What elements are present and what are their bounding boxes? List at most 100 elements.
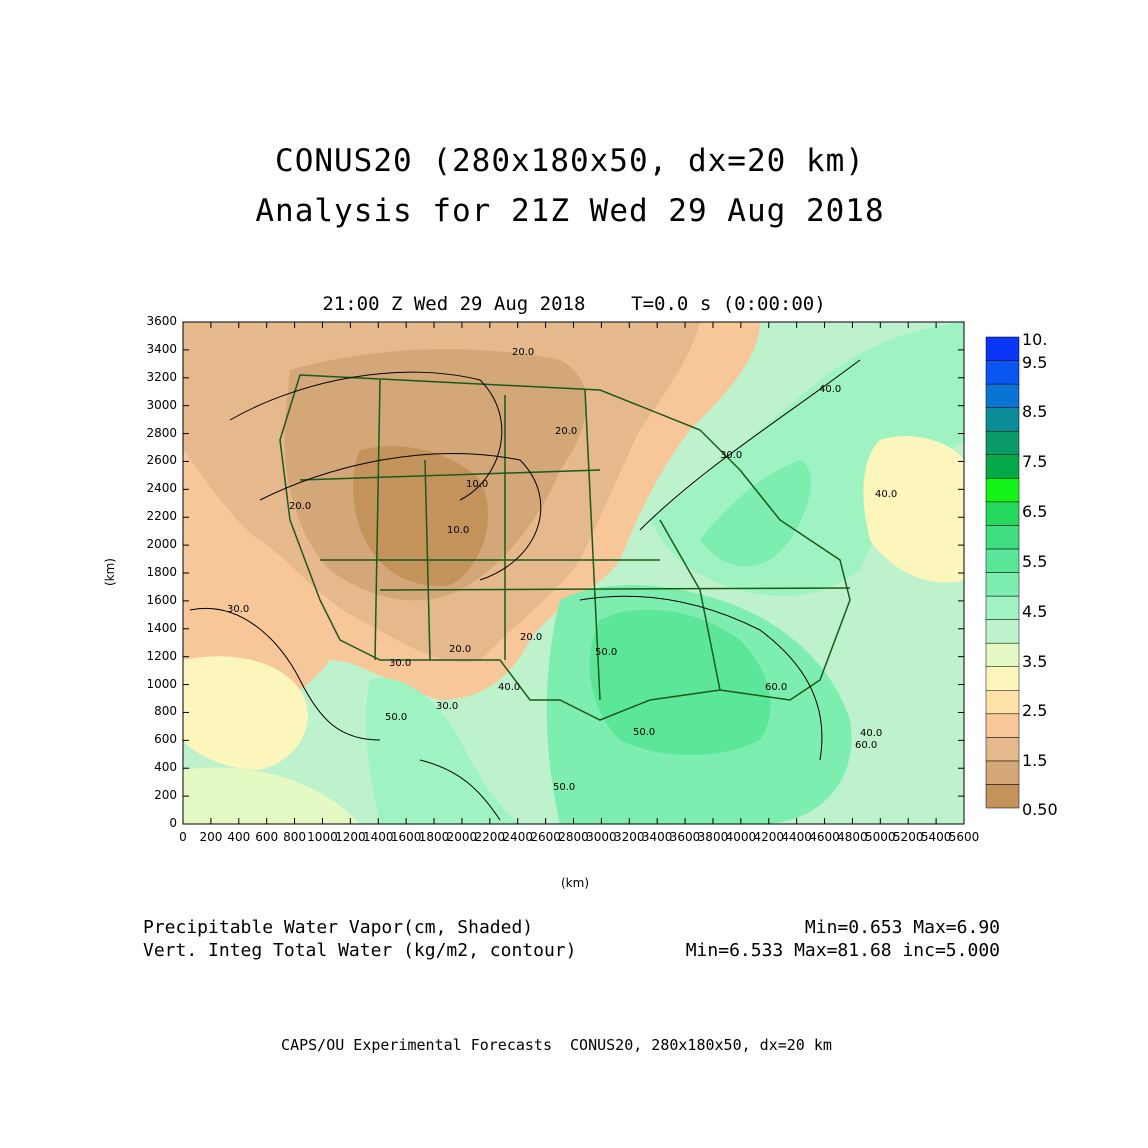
contour-2 [259,453,542,581]
footer-field-shaded: Precipitable Water Vapor(cm, Shaded) [143,917,534,938]
colorbar-label: 7.5 [1022,452,1048,471]
contour-label: 60.0 [855,740,877,751]
colorbar [985,336,1020,809]
credits-line: CAPS/OU Experimental Forecasts CONUS20, … [281,1036,832,1054]
x-tick-label: 3600 [669,830,701,844]
y-tick-label: 2200 [146,509,177,524]
contour-label: 30.0 [720,450,742,461]
contour-4 [639,359,861,531]
x-tick-label: 5600 [948,830,980,844]
x-tick-label: 0 [179,830,187,844]
state-line-8 [659,519,721,691]
field-gulf-core [589,609,771,755]
y-tick-label: 1000 [146,676,177,691]
x-tick-label: 2400 [502,830,533,844]
x-tick-label: 3000 [586,830,617,844]
colorbar-box [985,760,1020,785]
colorbar-label: 2.5 [1022,701,1048,720]
y-tick-label: 2600 [146,453,177,468]
x-tick-label: 4200 [753,830,785,844]
x-tick-label: 2200 [474,830,506,844]
state-line-7 [379,587,851,591]
chart-title-line1: CONUS20 (280x180x50, dx=20 km) [275,143,865,179]
colorbar-box [985,619,1020,644]
x-tick-label: 1400 [362,830,394,844]
contour-label: 10.0 [447,525,469,536]
colorbar-box [985,713,1020,738]
state-line-4 [584,389,601,701]
y-tick-label: 3400 [146,341,177,356]
x-tick-label: 4400 [781,830,812,844]
contour-label: 40.0 [819,384,841,395]
valid-time-subtitle: 21:00 Z Wed 29 Aug 2018 T=0.0 s (0:00:00… [322,293,826,315]
axis-ticks [182,321,965,825]
colorbar-label: 8.5 [1022,402,1048,421]
x-tick-label: 5400 [920,830,952,844]
colorbar-label: 9.5 [1022,353,1048,372]
colorbar-label: 3.5 [1022,652,1048,671]
contour-3 [189,608,381,741]
footer-field-contour: Vert. Integ Total Water (kg/m2, contour) [143,940,577,961]
y-tick-label: 3600 [146,314,177,328]
contour-label: 40.0 [498,682,520,693]
x-tick-label: 200 [199,830,223,844]
x-tick-label: 3200 [614,830,645,844]
y-tick-label: 400 [154,760,177,775]
x-tick-label: 600 [255,830,279,844]
colorbar-box [985,501,1020,526]
contour-label: 30.0 [227,604,249,615]
contour-label: 30.0 [436,701,458,712]
y-tick-label: 1800 [146,565,177,579]
shaded-field [183,322,964,824]
field-atlantic-yellow [863,436,964,583]
field-pacific-yellow [183,656,308,770]
y-tick-label: 2000 [146,537,177,552]
x-tick-label: 2800 [558,830,589,844]
x-tick-label: 4000 [725,830,757,844]
x-tick-label: 800 [283,830,307,844]
x-axis-unit: (km) [561,876,590,890]
colorbar-box [985,690,1020,715]
field-ne-core [700,460,811,567]
contour-label-layer: 20.0 20.0 10.0 20.0 10.0 30.0 30.0 20.0 30.0 40.0… [227,347,897,793]
y-tick-label: 1600 [146,592,177,607]
colorbar-box [985,383,1020,408]
y-tick-label: 800 [154,704,177,719]
state-line-1 [374,379,381,661]
contour-label: 20.0 [289,501,311,512]
contour-label: 10.0 [466,479,488,490]
colorbar-box [985,784,1020,809]
x-tick-label: 5200 [892,830,924,844]
state-line-5 [299,469,601,481]
contour-lines [189,359,861,821]
field-core-dry [353,446,489,586]
y-tick-label: 3200 [146,369,177,384]
field-mexico-moist [365,678,520,824]
y-tick-label: 1200 [146,648,177,663]
colorbar-boxes [985,336,1020,809]
x-tick-label: 3800 [697,830,729,844]
footer-shaded-range: Min=0.653 Max=6.90 [804,917,1000,938]
colorbar-box [985,525,1020,550]
contour-label: 30.0 [389,658,411,669]
x-tick-label: 1000 [307,830,338,844]
colorbar-box [985,572,1020,597]
contour-label: 50.0 [595,647,617,658]
colorbar-box [985,336,1020,361]
x-tick-label: 4800 [837,830,868,844]
colorbar-box [985,454,1020,479]
y-tick-label: 200 [154,788,177,803]
y-tick-label: 600 [154,732,177,747]
contour-label: 20.0 [512,347,534,358]
colorbar-box [985,642,1020,667]
y-tick-label: 1400 [146,620,177,635]
contour-1 [229,371,503,501]
colorbar-box [985,595,1020,620]
footer-contour-range: Min=6.533 Max=81.68 inc=5.000 [685,940,1000,961]
colorbar-box [985,407,1020,432]
state-boundaries [279,374,851,721]
colorbar-box [985,360,1020,385]
y-tick-label: 0 [169,816,177,830]
x-tick-label: 1200 [335,830,366,844]
